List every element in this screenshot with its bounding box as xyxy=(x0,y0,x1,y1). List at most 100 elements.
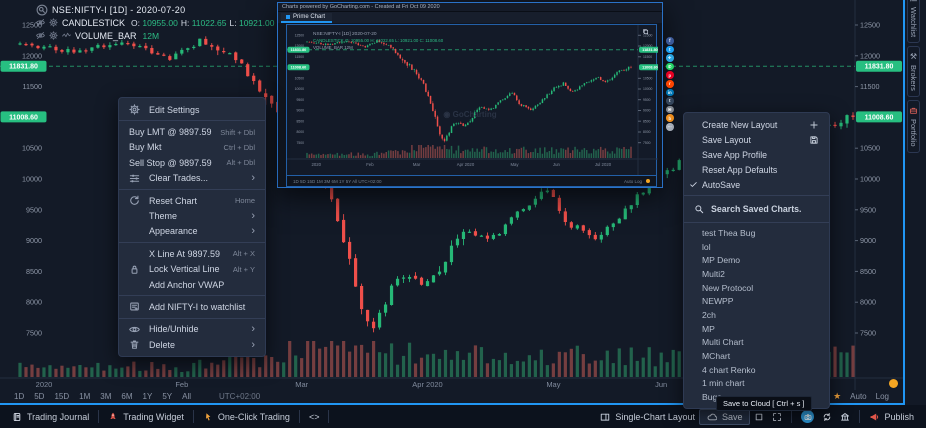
camera-button[interactable] xyxy=(797,410,818,423)
saved-chart-newpp[interactable]: NEWPP xyxy=(702,296,734,307)
tab-prime-chart[interactable]: Prime Chart xyxy=(281,13,333,23)
share-email-icon[interactable]: ✉ xyxy=(666,105,674,114)
menu-item-sell-stop-9897-59[interactable]: Sell Stop @ 9897.59 Alt + Dbl xyxy=(119,155,265,170)
cloud-icon xyxy=(707,412,717,422)
main-chart[interactable]: 12500 12500 12000 12000 11500 11500 10500 10500… xyxy=(0,0,926,390)
candlestick-chart[interactable]: 12500 12500 12000 12000 11500 11500 10500 10500… xyxy=(0,0,926,390)
search-input[interactable] xyxy=(711,204,819,214)
saved-chart-test-thea-bug[interactable]: test Thea Bug xyxy=(702,227,756,238)
range-15d[interactable]: 15D xyxy=(54,392,70,401)
side-tab-watchlist[interactable]: Watchlist xyxy=(907,0,920,44)
favorite-star-icon[interactable]: ★ xyxy=(833,391,842,401)
gear-icon[interactable] xyxy=(49,18,58,27)
saved-chart-mp-demo[interactable]: MP Demo xyxy=(702,255,741,266)
share-twitter-icon[interactable]: t xyxy=(666,45,674,54)
menu-item-appearance[interactable]: Appearance › xyxy=(119,224,265,239)
save-menu-item-save-layout[interactable]: Save Layout xyxy=(684,132,829,147)
range-5d[interactable]: 5D xyxy=(34,392,45,401)
menu-item-theme[interactable]: Theme › xyxy=(119,208,265,223)
submenu-chevron-icon: › xyxy=(251,225,255,238)
volume-legend-row[interactable]: VOLUME_BAR 12M xyxy=(36,29,326,42)
single-chart-layout-button[interactable]: Single-Chart Layout xyxy=(596,412,699,422)
one-click-trading-button[interactable]: One-Click Trading xyxy=(199,412,294,422)
menu-item-clear-trades[interactable]: Clear Trades... › xyxy=(119,171,265,186)
notification-dot[interactable] xyxy=(889,379,898,388)
save-menu-item-save-app-profile[interactable]: Save App Profile xyxy=(684,147,829,162)
share-whatsapp-icon[interactable]: ✆ xyxy=(666,62,674,71)
menu-item-lock-vertical-line[interactable]: Lock Vertical Line Alt + Y xyxy=(119,262,265,277)
share-telegram-icon[interactable]: ✈ xyxy=(666,54,674,62)
menu-item-buy-mkt[interactable]: Buy Mkt Ctrl + Dbl xyxy=(119,140,265,155)
menu-item-add-nifty-i-to-watchlist[interactable]: Add NIFTY-I to watchlist xyxy=(119,299,265,314)
range-6m[interactable]: 6M xyxy=(121,392,133,401)
copy-icon[interactable] xyxy=(642,28,649,35)
share-more-icon[interactable]: ⋯ xyxy=(666,122,674,131)
share-facebook-icon[interactable]: f xyxy=(666,37,674,45)
side-tab-portfolio[interactable]: Portfolio xyxy=(907,100,920,153)
saved-chart-mchart[interactable]: MChart xyxy=(702,351,731,362)
side-panel-tabs: Watchlist ⚒ Brokers Portfolio xyxy=(903,0,926,405)
refresh-button[interactable] xyxy=(818,412,836,422)
snapshot-chart: 12500 12500 12000 12000 11500 11500 10500 10500… xyxy=(286,24,661,187)
menu-divider xyxy=(119,188,265,190)
magnifier-icon[interactable] xyxy=(36,4,48,16)
volume-settings-icon[interactable] xyxy=(49,31,58,40)
menu-item-hide-unhide[interactable]: Hide/Unhide › xyxy=(119,322,265,337)
saved-chart-new-protocol[interactable]: New Protocol xyxy=(702,282,754,293)
saved-chart-lol[interactable]: lol xyxy=(702,241,711,252)
menu-item-x-line-at-9897-59[interactable]: X Line At 9897.59 Alt + X xyxy=(119,246,265,261)
share-buffer-icon[interactable]: b xyxy=(666,114,674,122)
chart-snapshot-popup[interactable]: Charts powered by GoCharting.com - Creat… xyxy=(277,2,663,188)
saved-chart-4-chart-renko[interactable]: 4 chart Renko xyxy=(702,364,756,375)
range-3m[interactable]: 3M xyxy=(100,392,112,401)
range-5y[interactable]: 5Y xyxy=(162,392,173,401)
save-menu-item-create-new-layout[interactable]: Create New Layout xyxy=(684,117,829,132)
scale-log[interactable]: Log xyxy=(875,392,889,401)
menu-item-delete[interactable]: Delete › xyxy=(119,337,265,352)
square-button[interactable] xyxy=(750,412,768,422)
saved-chart-1-min-chart[interactable]: 1 min chart xyxy=(702,378,745,389)
hide-icon[interactable] xyxy=(36,31,45,40)
saved-chart-bugs[interactable]: Bugs xyxy=(702,392,722,403)
hide-icon[interactable] xyxy=(36,18,45,27)
expand-button[interactable] xyxy=(768,412,786,422)
magnifier-icon[interactable] xyxy=(36,4,48,16)
timezone-label[interactable]: UTC+02:00 xyxy=(219,392,261,401)
scale-auto[interactable]: Auto xyxy=(850,392,867,401)
copy-icon[interactable] xyxy=(642,28,649,35)
menu-item-add-anchor-vwap[interactable]: Add Anchor VWAP xyxy=(119,277,265,292)
trading-widget-button[interactable]: Trading Widget xyxy=(104,412,188,422)
svg-text:7500: 7500 xyxy=(643,141,651,145)
saved-chart-multi2[interactable]: Multi2 xyxy=(702,268,725,279)
saved-charts-search[interactable] xyxy=(684,199,829,219)
publish-button[interactable]: Publish xyxy=(865,412,918,422)
save-menu-item-autosave[interactable]: AutoSave xyxy=(684,177,829,192)
svg-text:12500: 12500 xyxy=(643,34,653,38)
svg-text:Jun: Jun xyxy=(655,380,667,389)
range-1m[interactable]: 1M xyxy=(79,392,91,401)
share-linkedin-icon[interactable]: in xyxy=(666,88,674,97)
side-tab-brokers[interactable]: ⚒ Brokers xyxy=(907,46,920,97)
svg-text:8500: 8500 xyxy=(26,267,42,276)
menu-item-reset-chart[interactable]: Reset Chart Home xyxy=(119,193,265,208)
gear-icon[interactable] xyxy=(49,31,58,40)
symbol-row[interactable]: NSE:NIFTY-I [1D] - 2020-07-20 xyxy=(36,3,326,16)
range-all[interactable]: All xyxy=(182,392,192,401)
range-1y[interactable]: 1Y xyxy=(142,392,153,401)
menu-item-edit-settings[interactable]: Edit Settings xyxy=(119,102,265,117)
trading-journal-button[interactable]: Trading Journal xyxy=(8,412,93,422)
range-1d[interactable]: 1D xyxy=(14,392,25,401)
save-menu-item-reset-app-defaults[interactable]: Reset App Defaults xyxy=(684,162,829,177)
series-settings-icon[interactable] xyxy=(49,18,58,27)
hide-volume-icon[interactable] xyxy=(36,31,45,40)
columns-button[interactable] xyxy=(836,412,854,422)
menu-item-buy-lmt-9897-59[interactable]: Buy LMT @ 9897.59 Shift + Dbl xyxy=(119,124,265,139)
saved-chart-2ch[interactable]: 2ch xyxy=(702,309,716,320)
share-tumblr-icon[interactable]: t xyxy=(666,97,674,105)
saved-chart-multi-chart[interactable]: Multi Chart xyxy=(702,337,744,348)
<>-button[interactable]: <> xyxy=(305,412,324,422)
share-reddit-icon[interactable]: r xyxy=(666,79,674,88)
share-pinterest-icon[interactable]: p xyxy=(666,71,674,79)
saved-chart-mp[interactable]: MP xyxy=(702,323,715,334)
hide-series-icon[interactable] xyxy=(36,18,45,27)
